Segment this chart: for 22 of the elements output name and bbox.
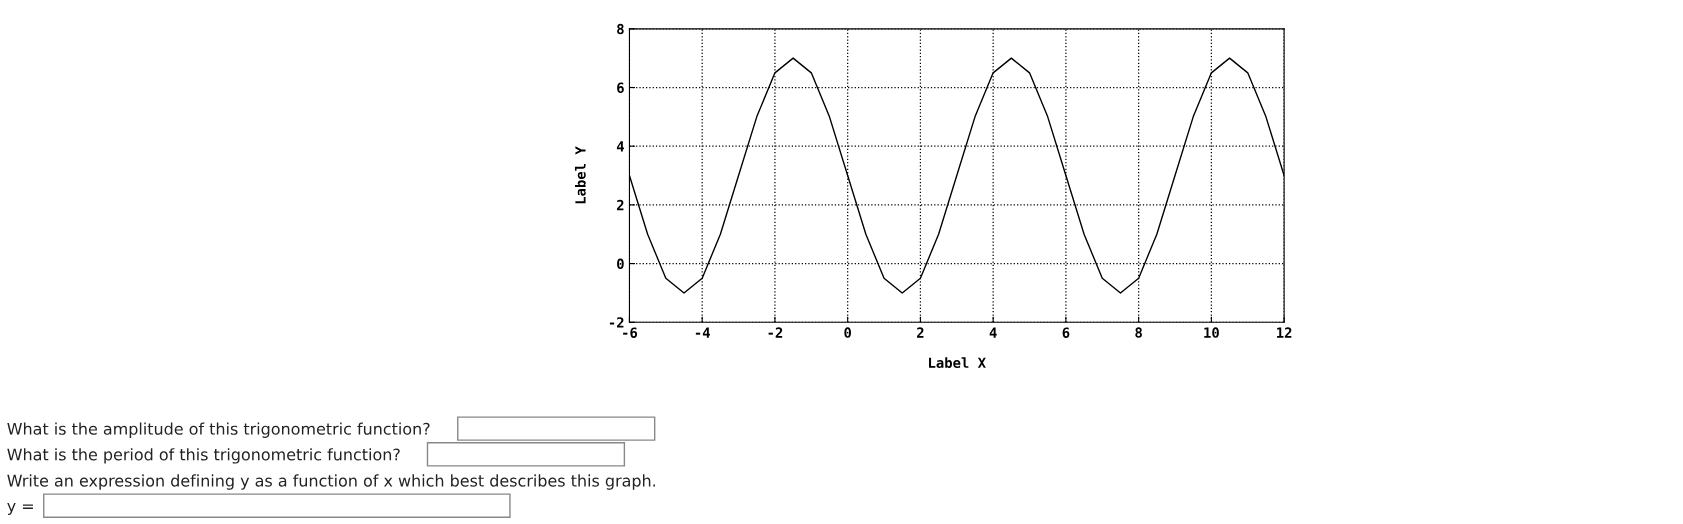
x-tick-label: 2 [917,327,924,338]
text: Write an expression defining y as a function of x which best describes this graph. [7,474,656,490]
x-tick-label: -4 [695,327,710,338]
y-tick-label: -2 [609,317,624,328]
y-tick-label: 8 [617,23,624,35]
x-tick-label: 10 [1204,327,1219,338]
text: What is the period of this trigonometric function? [7,448,400,464]
y-tick-label: 2 [617,199,624,211]
y-axis-title: Label Y [574,146,586,204]
text: What is the amplitude of this trigonometric function? [7,422,430,438]
y-tick-label: 4 [616,141,624,152]
x-tick-label: 4 [989,327,997,338]
x-tick-label: -2 [768,327,783,338]
x-tick-label: 8 [1135,327,1142,338]
x-tick-label: 0 [844,327,852,338]
x-tick-label: 12 [1277,327,1292,338]
y-tick-label: 0 [617,258,624,270]
x-axis-title: Label X [929,357,986,368]
x-tick-label: -6 [623,327,638,338]
x-tick-label: 6 [1062,327,1070,338]
text: y = [7,502,33,515]
y-tick-label: 6 [617,82,624,93]
